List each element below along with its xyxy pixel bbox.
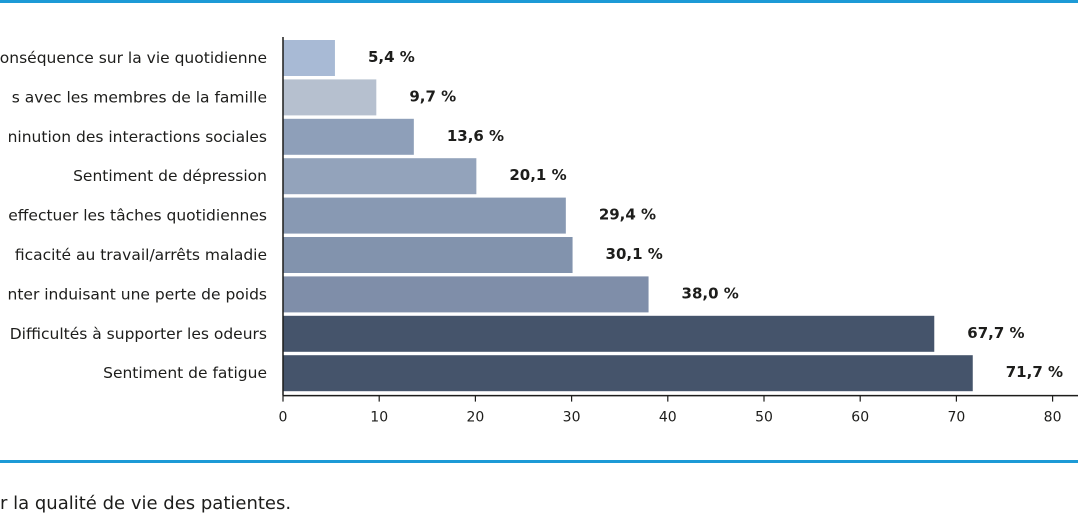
- data-label: 13,6 %: [447, 127, 504, 145]
- category-label: onséquence sur la vie quotidienne: [0, 49, 267, 67]
- bar: [283, 158, 477, 195]
- x-tick-label: 10: [370, 410, 388, 426]
- x-tick-label: 20: [466, 410, 484, 426]
- top-divider: [0, 0, 1078, 3]
- category-label: nter induisant une perte de poids: [8, 285, 267, 303]
- bar: [283, 118, 414, 155]
- data-label: 30,1 %: [606, 245, 663, 263]
- x-tick-label: 50: [755, 410, 773, 426]
- x-tick-label: 70: [947, 410, 965, 426]
- bar-chart: onséquence sur la vie quotidienne 5,4 % s …: [0, 37, 1078, 426]
- x-tick-label: 60: [851, 410, 869, 426]
- x-tick-label: 40: [659, 410, 677, 426]
- category-label: Sentiment de fatigue: [103, 364, 267, 382]
- data-label: 38,0 %: [682, 284, 739, 302]
- data-label: 29,4 %: [599, 206, 656, 224]
- data-label: 71,7 %: [1006, 363, 1063, 381]
- category-label: s avec les membres de la famille: [12, 88, 267, 106]
- data-label: 5,4 %: [368, 48, 415, 66]
- category-label: effectuer les tâches quotidiennes: [8, 207, 267, 225]
- bar: [283, 237, 573, 273]
- category-label: ninution des interactions sociales: [8, 128, 267, 146]
- x-tick-label: 30: [563, 410, 581, 426]
- x-tick-label: 80: [1044, 410, 1062, 426]
- category-label: Sentiment de dépression: [73, 167, 267, 185]
- category-label: ficacité au travail/arrêts maladie: [15, 246, 267, 264]
- data-label: 20,1 %: [509, 166, 566, 184]
- bottom-divider: [0, 460, 1078, 463]
- bar: [283, 40, 335, 76]
- bar: [283, 276, 649, 313]
- x-tick-label: 0: [279, 410, 288, 426]
- data-label: 67,7 %: [967, 324, 1024, 342]
- bar: [283, 79, 377, 116]
- bar: [283, 315, 935, 352]
- data-label: 9,7 %: [409, 87, 456, 105]
- category-label: Difficultés à supporter les odeurs: [10, 325, 267, 343]
- bar: [283, 355, 973, 392]
- figure-caption: r la qualité de vie des patientes.: [0, 493, 292, 514]
- bar: [283, 197, 566, 234]
